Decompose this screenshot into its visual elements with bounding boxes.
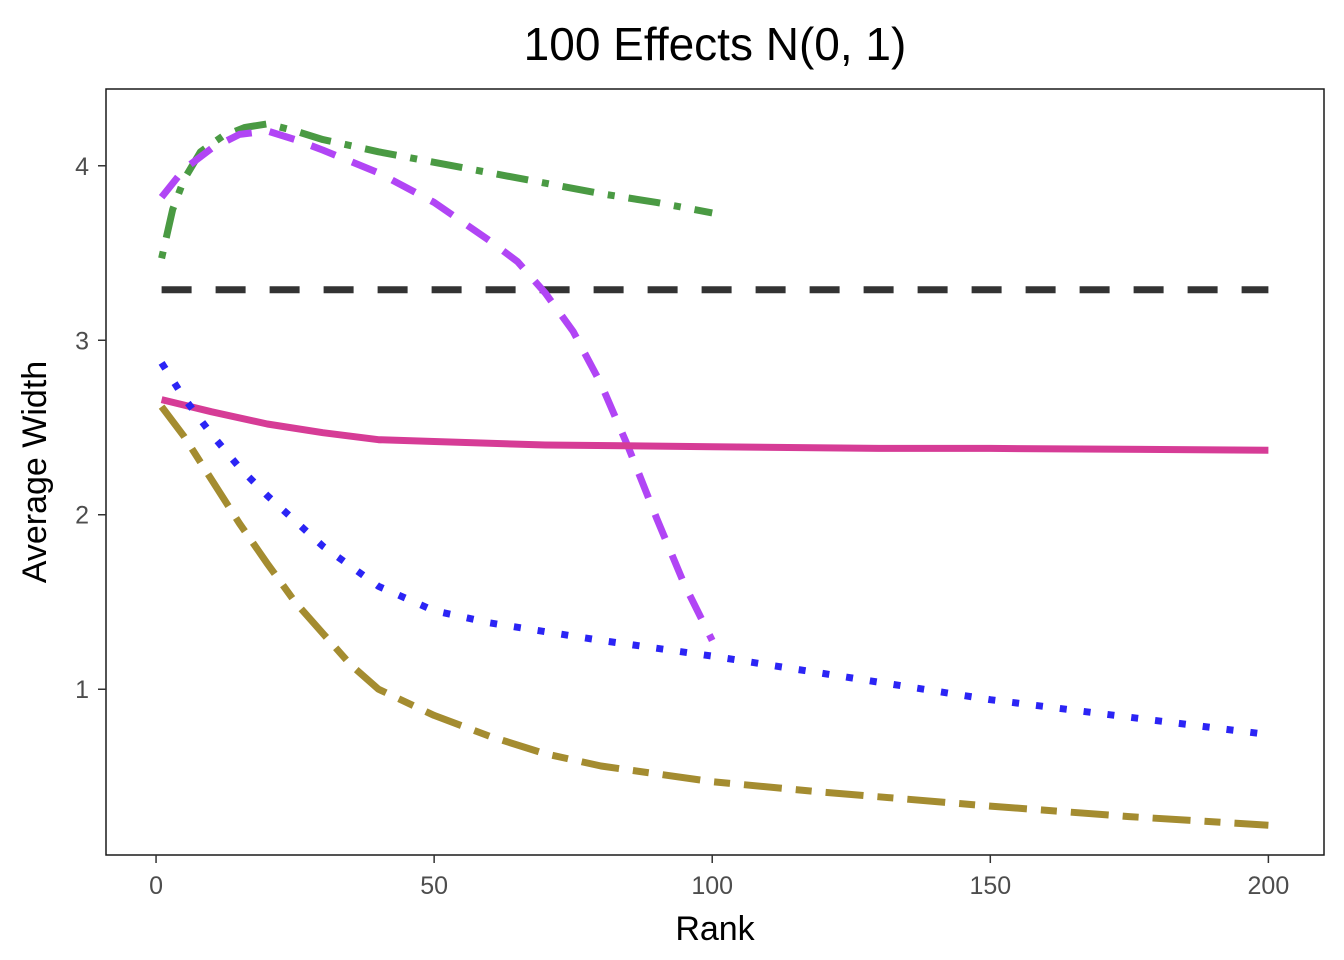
y-axis-title: Average Width: [16, 361, 54, 583]
x-tick-label: 0: [149, 872, 163, 900]
x-tick-label: 50: [420, 872, 448, 900]
x-tick-label: 200: [1248, 872, 1290, 900]
series-line-dashed-purple: [158, 127, 716, 642]
x-tick-label: 100: [691, 872, 733, 900]
x-axis: 0 50 100 150 200: [149, 855, 1289, 900]
series-layer: [158, 120, 1269, 829]
series-line-solid-magenta: [160, 396, 1269, 454]
chart-title: 100 Effects N(0, 1): [524, 18, 907, 70]
y-tick-label: 3: [75, 327, 89, 355]
series-line-dotdash-green: [158, 120, 713, 260]
x-axis-title: Rank: [675, 910, 755, 948]
y-tick-label: 1: [75, 676, 89, 704]
plot-panel-border: [105, 88, 1325, 856]
y-tick-label: 2: [75, 502, 89, 530]
series-line-dotted-blue: [158, 361, 1269, 739]
y-axis: 1 2 3 4: [75, 153, 106, 704]
y-tick-label: 4: [75, 153, 89, 181]
x-tick-label: 150: [969, 872, 1011, 900]
series-line-longdash-olive: [158, 404, 1269, 829]
